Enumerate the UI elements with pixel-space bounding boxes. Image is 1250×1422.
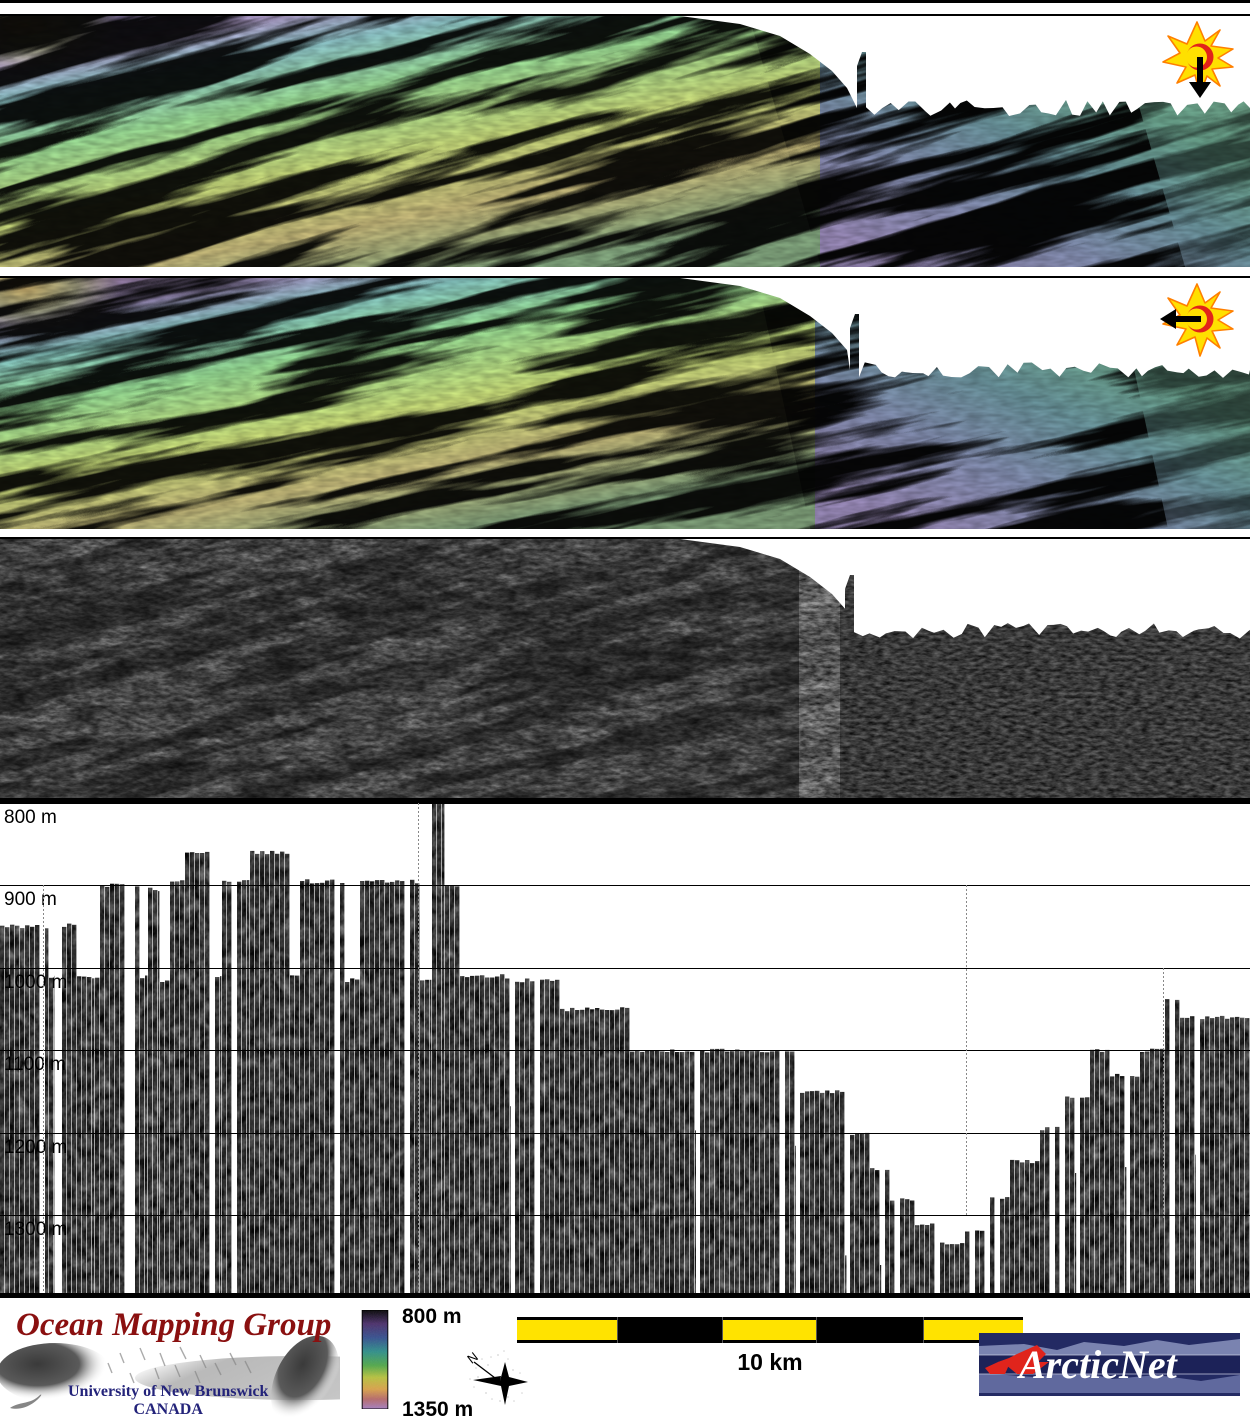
svg-text:N: N: [464, 1349, 481, 1367]
svg-text:ArcticNet: ArcticNet: [1016, 1342, 1179, 1387]
